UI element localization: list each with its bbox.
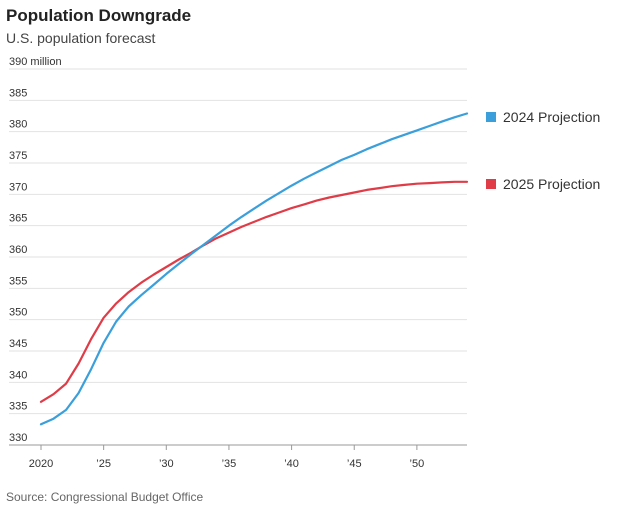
- x-tick-label: ’50: [410, 458, 425, 470]
- y-tick-label: 330: [9, 432, 27, 444]
- chart-subtitle: U.S. population forecast: [6, 30, 156, 46]
- legend-swatch: [486, 112, 496, 122]
- y-tick-label: 345: [9, 338, 27, 350]
- y-tick-label: 365: [9, 213, 27, 225]
- x-tick-label: ’30: [159, 458, 174, 470]
- y-tick-label: 385: [9, 87, 27, 99]
- legend-label: 2024 Projection: [503, 109, 600, 125]
- y-tick-label: 360: [9, 244, 27, 256]
- series-lines: [39, 112, 469, 426]
- x-axis-ticks: 2020 ’25 ’30 ’35 ’40 ’45 ’50: [29, 445, 424, 470]
- y-tick-label: 335: [9, 401, 27, 413]
- x-tick-label: ’40: [284, 458, 299, 470]
- y-tick-label: 370: [9, 181, 27, 193]
- source-note: Source: Congressional Budget Office: [6, 490, 204, 504]
- y-tick-label: 340: [9, 369, 27, 381]
- x-tick-label: 2020: [29, 458, 53, 470]
- y-tick-label: 390 million: [9, 56, 62, 68]
- x-tick-label: ’45: [347, 458, 362, 470]
- legend-label: 2025 Projection: [503, 176, 600, 192]
- legend: 2024 Projection 2025 Projection: [486, 109, 600, 192]
- chart-title: Population Downgrade: [6, 6, 192, 25]
- y-tick-label: 380: [9, 119, 27, 131]
- y-axis-ticks: 330 335 340 345 350 355 360 365 370 375 380 385 390 …: [9, 56, 62, 444]
- y-tick-label: 350: [9, 307, 27, 319]
- x-tick-label: ’25: [96, 458, 111, 470]
- series-line-2025-projection: [39, 180, 469, 403]
- y-tick-label: 375: [9, 150, 27, 162]
- series-line-2024-projection: [39, 112, 469, 426]
- x-tick-label: ’35: [222, 458, 237, 470]
- legend-swatch: [486, 179, 496, 189]
- y-tick-label: 355: [9, 275, 27, 287]
- gridlines: [9, 68, 467, 446]
